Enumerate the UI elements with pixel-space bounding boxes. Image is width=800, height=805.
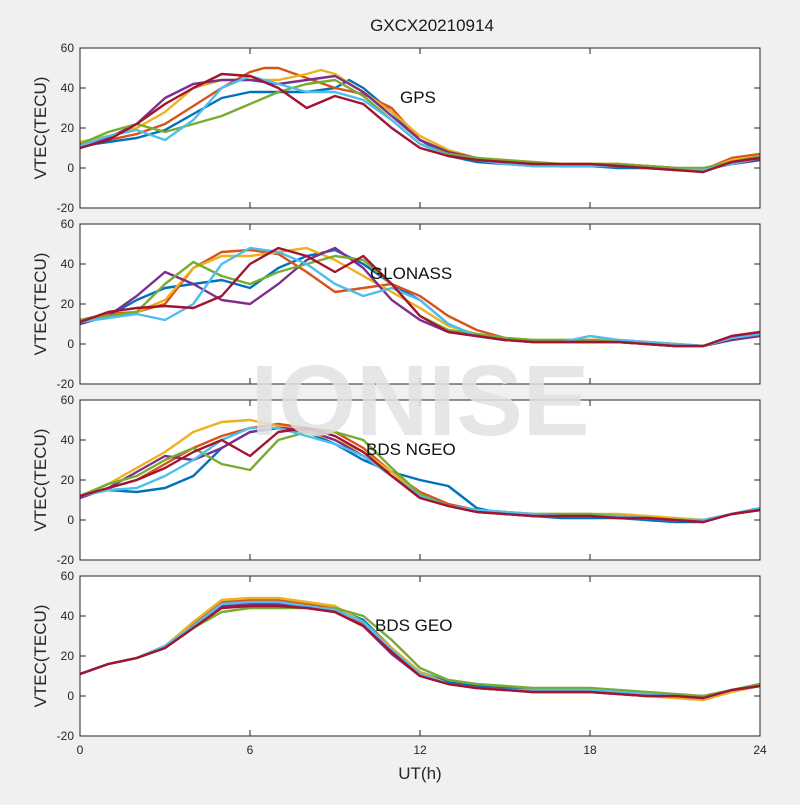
panel-1: -20 0 20 40 60 VTEC(TECU) GPS bbox=[31, 41, 761, 215]
y-tick-label: -20 bbox=[57, 201, 75, 215]
y-tick-label: -20 bbox=[57, 377, 75, 391]
series-line-7 bbox=[80, 604, 760, 700]
series-line-6 bbox=[80, 246, 760, 348]
figure-title: GXCX20210914 bbox=[370, 16, 494, 35]
y-tick-label: 0 bbox=[67, 337, 74, 351]
series-group bbox=[80, 596, 760, 702]
panel-label: BDS GEO bbox=[375, 616, 452, 635]
x-tick-label: 12 bbox=[413, 743, 427, 757]
y-tick-label: -20 bbox=[57, 553, 75, 567]
series-group bbox=[80, 418, 760, 524]
panel-2: -20 0 20 40 60 VTEC(TECU) GLONASS bbox=[31, 217, 761, 391]
series-line-1 bbox=[80, 426, 760, 524]
y-tick-label: 60 bbox=[61, 217, 75, 231]
x-tick-label: 24 bbox=[753, 743, 767, 757]
x-tick-label: 18 bbox=[583, 743, 597, 757]
panel-label: GLONASS bbox=[370, 264, 452, 283]
y-tick-label: 0 bbox=[67, 689, 74, 703]
y-tick-label: 40 bbox=[61, 433, 75, 447]
panel-label: BDS NGEO bbox=[366, 440, 456, 459]
x-tick-label: 0 bbox=[77, 743, 84, 757]
series-line-7 bbox=[80, 72, 760, 174]
watermark: IONISE bbox=[251, 345, 590, 457]
y-axis-title: VTEC(TECU) bbox=[31, 77, 50, 180]
y-tick-label: 20 bbox=[61, 121, 75, 135]
y-tick-label: 40 bbox=[61, 257, 75, 271]
plot-area bbox=[80, 576, 760, 736]
series-group bbox=[80, 246, 760, 348]
y-axis-title: VTEC(TECU) bbox=[31, 429, 50, 532]
y-axis-title: VTEC(TECU) bbox=[31, 605, 50, 708]
series-line-7 bbox=[80, 246, 760, 348]
series-line-7 bbox=[80, 426, 760, 524]
series-line-6 bbox=[80, 600, 760, 700]
panel-label: GPS bbox=[400, 88, 436, 107]
series-group bbox=[80, 66, 760, 174]
panel-3: -20 0 20 40 60 VTEC(TECU) BDS NGEO bbox=[31, 393, 761, 567]
y-tick-label: 0 bbox=[67, 513, 74, 527]
y-tick-label: 60 bbox=[61, 41, 75, 55]
y-tick-label: 20 bbox=[61, 473, 75, 487]
x-axis-title: UT(h) bbox=[398, 764, 441, 783]
y-tick-label: -20 bbox=[57, 729, 75, 743]
y-tick-label: 0 bbox=[67, 161, 74, 175]
x-tick-label: 6 bbox=[247, 743, 254, 757]
y-tick-label: 20 bbox=[61, 297, 75, 311]
y-axis-title: VTEC(TECU) bbox=[31, 253, 50, 356]
y-tick-label: 20 bbox=[61, 649, 75, 663]
y-tick-label: 60 bbox=[61, 569, 75, 583]
y-tick-label: 40 bbox=[61, 81, 75, 95]
y-tick-label: 60 bbox=[61, 393, 75, 407]
plot-area bbox=[80, 48, 760, 208]
y-tick-label: 40 bbox=[61, 609, 75, 623]
